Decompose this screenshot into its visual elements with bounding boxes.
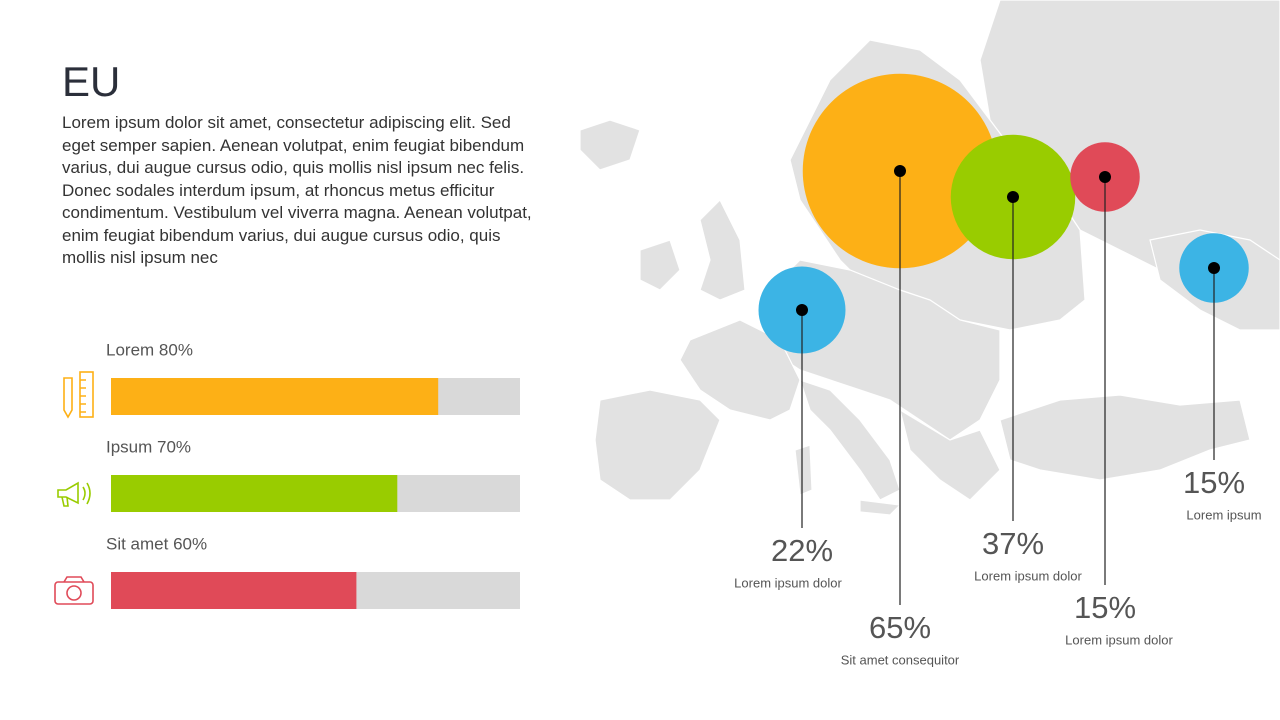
title: EU [62, 58, 121, 105]
value-label: 37% [982, 526, 1044, 561]
bubble-group: 22% Lorem ipsum dolor 65% Sit amet consequi… [734, 73, 1262, 667]
value-label: 15% [1183, 465, 1245, 500]
caption: Sit amet consequitor [841, 652, 960, 667]
bubble-dot [796, 304, 808, 316]
bar-label: Sit amet 60% [106, 534, 207, 553]
value-label: 22% [771, 533, 833, 568]
bar-label: Lorem 80% [106, 340, 193, 359]
value-label: 65% [869, 610, 931, 645]
caption: Lorem ipsum [1186, 507, 1261, 522]
bubble-dot [1208, 262, 1220, 274]
body-text: Lorem ipsum dolor sit amet, consectetur … [62, 113, 532, 267]
bar-label: Ipsum 70% [106, 437, 191, 456]
megaphone-icon [57, 481, 91, 507]
bar [111, 378, 439, 415]
caption: Lorem ipsum dolor [974, 568, 1082, 583]
bubble-dot [894, 165, 906, 177]
caption: Lorem ipsum dolor [1065, 632, 1173, 647]
icons [54, 371, 94, 605]
caption: Lorem ipsum dolor [734, 575, 842, 590]
pencil-ruler-icon [63, 371, 94, 419]
value-label: 15% [1074, 590, 1136, 625]
bubble-dot [1007, 191, 1019, 203]
bar [111, 475, 398, 512]
bar-group: Lorem 80% Ipsum 70% Sit amet 60% [106, 340, 520, 609]
bubble-dot [1099, 171, 1111, 183]
camera-icon [54, 576, 94, 605]
bar [111, 572, 357, 609]
